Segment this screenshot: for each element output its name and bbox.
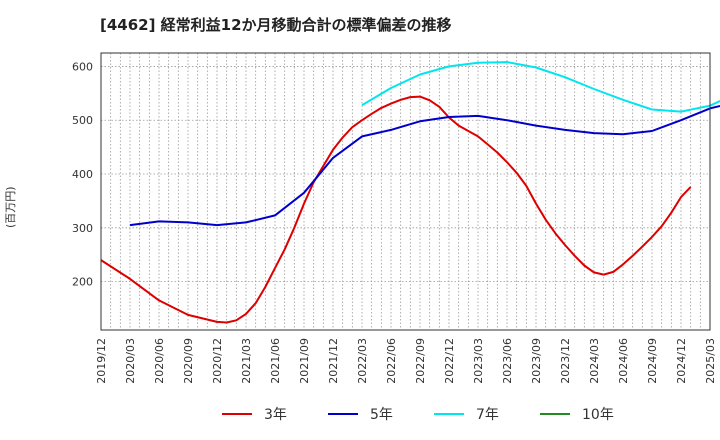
y-tick-label: 300 [72, 222, 93, 235]
legend-label-2: 5年 [370, 407, 393, 423]
plot-frame [100, 52, 711, 331]
x-tick-label: 2022/12 [443, 338, 456, 384]
y-tick-label: 200 [72, 276, 93, 289]
x-tick-label: 2022/09 [414, 338, 427, 384]
x-tick-label: 2025/03 [704, 338, 717, 384]
x-tick-label: 2019/12 [95, 338, 108, 384]
x-tick-label: 2023/12 [559, 338, 572, 384]
legend-label-4: 10年 [582, 407, 614, 423]
x-tick-label: 2021/03 [240, 338, 253, 384]
x-tick-label: 2020/03 [124, 338, 137, 384]
legend-label-3: 7年 [476, 407, 499, 423]
y-tick-label: 500 [72, 114, 93, 127]
x-tick-label: 2020/06 [153, 338, 166, 384]
x-tick-label: 2022/03 [356, 338, 369, 384]
y-tick-label: 400 [72, 168, 93, 181]
y-tick-label: 600 [72, 60, 93, 73]
x-tick-label: 2020/09 [182, 338, 195, 384]
series-line-2 [129, 104, 720, 227]
series-line-1 [100, 95, 692, 324]
legend-label-1: 3年 [264, 407, 287, 423]
series-line-3 [361, 61, 720, 113]
x-tick-label: 2023/09 [530, 338, 543, 384]
x-tick-label: 2021/06 [269, 338, 282, 384]
x-tick-label: 2023/06 [501, 338, 514, 384]
x-tick-label: 2023/03 [472, 338, 485, 384]
x-tick-label: 2024/06 [617, 338, 630, 384]
x-tick-label: 2021/12 [327, 338, 340, 384]
plot-area [101, 53, 710, 330]
x-tick-label: 2024/03 [588, 338, 601, 384]
x-tick-label: 2024/12 [675, 338, 688, 384]
x-tick-label: 2022/06 [385, 338, 398, 384]
x-tick-label: 2024/09 [646, 338, 659, 384]
chart-title: [4462] 経常利益12か月移動合計の標準偏差の推移 [100, 16, 452, 34]
x-tick-label: 2020/12 [211, 338, 224, 384]
x-tick-label: 2021/09 [298, 338, 311, 384]
